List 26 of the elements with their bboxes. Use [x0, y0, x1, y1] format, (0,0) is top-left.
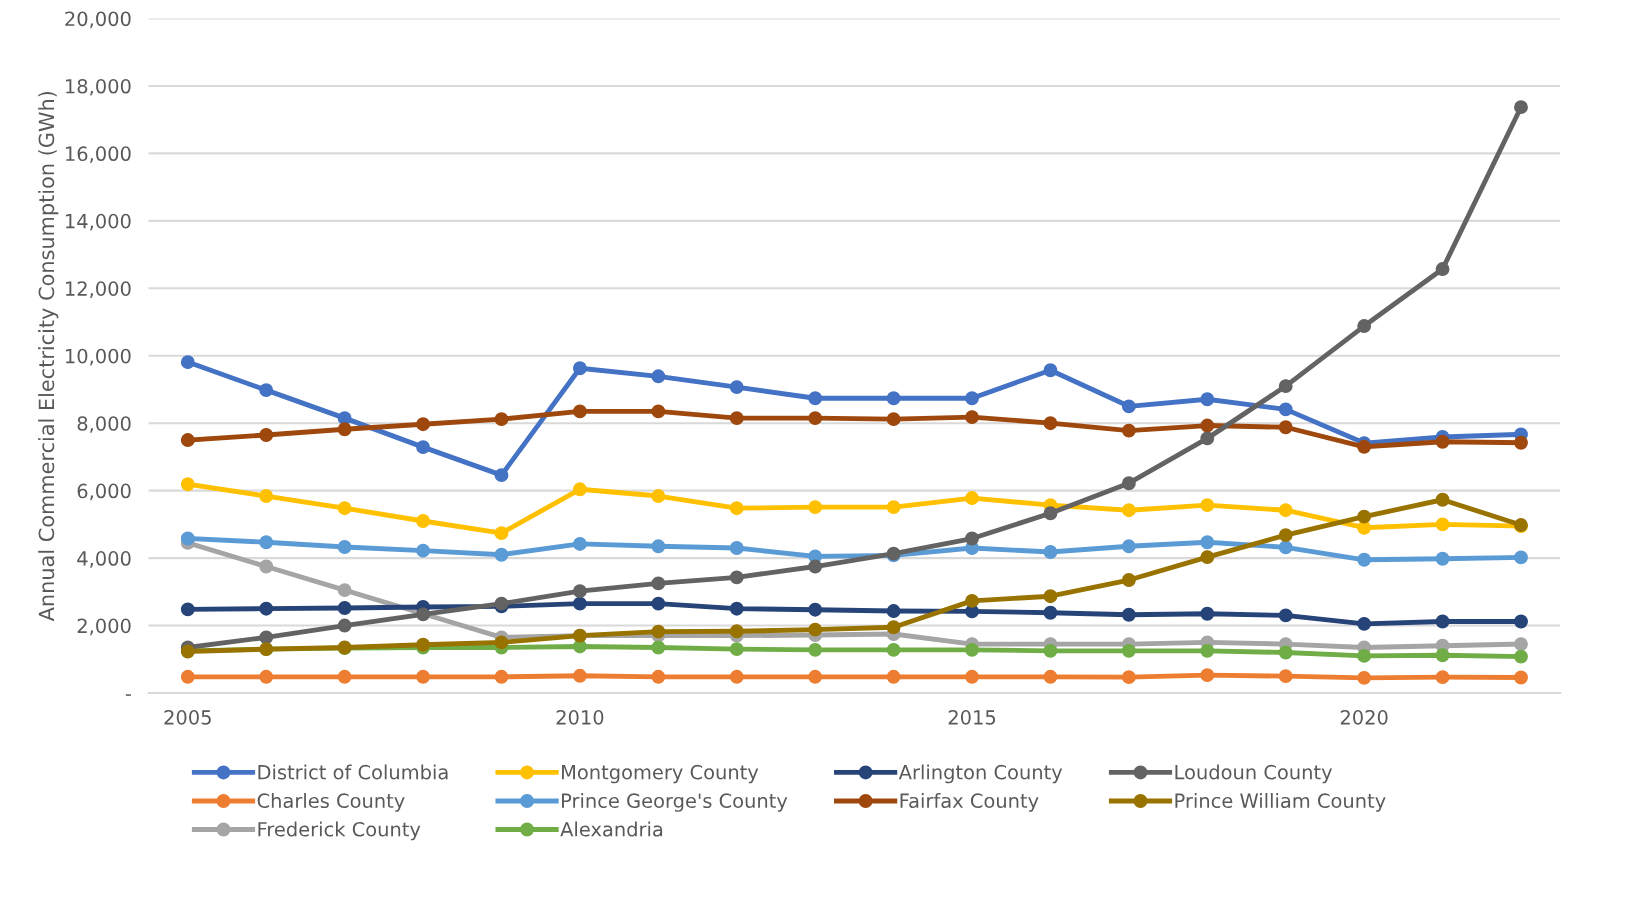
- legend-label: Prince William County: [1175, 793, 1386, 812]
- x-tick-label: 2005: [164, 710, 211, 725]
- legend-label: District of Columbia: [258, 764, 448, 780]
- y-tick-label: 16,000: [66, 146, 131, 164]
- x-tick-label: 2010: [556, 710, 604, 725]
- legend-label: Fairfax County: [900, 793, 1039, 812]
- x-tick-label: 2020: [1340, 710, 1388, 725]
- y-tick-label: 6,000: [77, 483, 131, 501]
- y-tick-label: 12,000: [66, 281, 131, 298]
- y-tick-label: 14,000: [66, 213, 131, 231]
- legend-label: Arlington County: [898, 764, 1063, 784]
- y-axis-title: Annual Commercial Electricity Consumption (GWh): [38, 91, 59, 622]
- legend-label: Frederick County: [258, 821, 421, 841]
- y-tick-label: 10,000: [66, 348, 131, 366]
- y-tick-label: 4,000: [77, 551, 131, 568]
- y-tick-label: -: [125, 694, 131, 696]
- y-tick-label: 18,000: [66, 78, 131, 96]
- y-tick-label: 8,000: [77, 416, 131, 433]
- legend-label: Prince George's County: [562, 793, 788, 812]
- legend-label: Loudoun County: [1175, 764, 1333, 784]
- y-tick-label: 2,000: [77, 618, 131, 636]
- legend-label: Montgomery County: [562, 764, 759, 784]
- x-tick-label: 2015: [948, 710, 996, 725]
- y-tick-label: 20,000: [65, 11, 131, 29]
- legend-label: Alexandria: [560, 821, 663, 837]
- legend-label: Charles County: [257, 793, 405, 812]
